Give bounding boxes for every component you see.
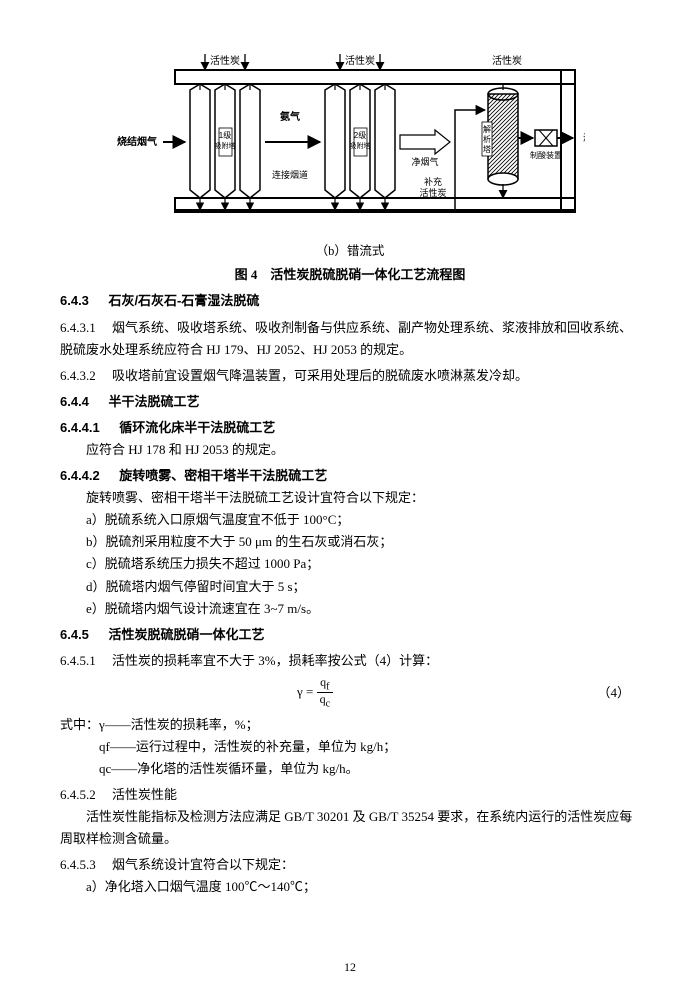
stage1-towers: 1级 吸附塔 xyxy=(190,84,260,198)
list-item: e）脱硫塔内烟气设计流速宜在 3~7 m/s。 xyxy=(86,598,640,620)
figure-sublabel: （b）错流式 xyxy=(60,241,640,262)
formula-explain-lead: 式中：γ——活性炭的损耗率，%； xyxy=(60,714,640,736)
stage2-towers: 2级 吸附塔 xyxy=(325,84,395,198)
sec-title: 循环流化床半干法脱硫工艺 xyxy=(119,420,275,435)
label-ammonia: 氨气 xyxy=(280,110,300,123)
list-item: a）脱硫系统入口原烟气温度宜不低于 100°C； xyxy=(86,509,640,531)
formula-explain-qf: qf——运行过程中，活性炭的补充量，单位为 kg/h； xyxy=(60,736,640,758)
formula-num-sub: f xyxy=(326,681,329,692)
sec-num: 6.4.4.1 xyxy=(60,420,100,435)
sec-num: 6.4.5.3 xyxy=(60,857,96,872)
section-6-4-5-3-a: a）净化塔入口烟气温度 100℃～140℃； xyxy=(60,876,640,898)
section-6-4-4: 6.4.4 半干法脱硫工艺 xyxy=(60,391,640,413)
label-carbon1: 活性炭 xyxy=(210,54,240,67)
label-acid-dev: 制酸装置 xyxy=(530,150,562,160)
svg-text:析: 析 xyxy=(483,134,491,144)
section-6-4-4-1: 6.4.4.1 循环流化床半干法脱硫工艺 xyxy=(60,417,640,439)
section-6-4-3: 6.4.3 石灰/石灰石-石膏湿法脱硫 xyxy=(60,290,640,312)
label-flue-conn: 连接烟道 xyxy=(272,169,308,180)
sec-title: 半干法脱硫工艺 xyxy=(108,394,199,409)
sec-title: 旋转喷雾、密相干塔半干法脱硫工艺 xyxy=(119,468,327,483)
list-item: d）脱硫塔内烟气停留时间宜大于 5 s； xyxy=(86,576,640,598)
sec-num: 6.4.3 xyxy=(60,293,89,308)
section-6-4-3-2: 6.4.3.2 吸收塔前宜设置烟气降温装置，可采用处理后的脱硫废水喷淋蒸发冷却。 xyxy=(60,365,640,387)
label-carbon3: 活性炭 xyxy=(492,54,522,67)
sec-num: 6.4.4.2 xyxy=(60,468,100,483)
sec-num: 6.4.3.1 xyxy=(60,320,96,335)
sec-lead: 烟气系统设计宜符合以下规定： xyxy=(112,857,294,872)
svg-text:1级: 1级 xyxy=(219,130,231,140)
list-item: b）脱硫剂采用粒度不大于 50 μm 的生石灰或消石灰； xyxy=(86,531,640,553)
page-number: 12 xyxy=(0,957,700,977)
label-makeup1: 补充 xyxy=(424,176,442,187)
formula-explain-qc: qc——净化塔的活性炭循环量，单位为 kg/h。 xyxy=(60,758,640,780)
section-6-4-4-2-lead: 旋转喷雾、密相干塔半干法脱硫工艺设计宜符合以下规定： xyxy=(60,487,640,509)
figure-4-diagram: 活性炭 活性炭 活性炭 烧结烟气 1级 吸附塔 xyxy=(60,50,640,237)
label-input: 烧结烟气 xyxy=(117,135,157,148)
formula-4: γ = qf qc （4） xyxy=(60,676,640,710)
svg-text:吸附塔: 吸附塔 xyxy=(215,141,236,150)
sec-num: 6.4.5 xyxy=(60,627,89,642)
section-6-4-5-2-text: 活性炭性能指标及检测方法应满足 GB/T 30201 及 GB/T 35254 … xyxy=(60,806,640,850)
label-clean: 净烟气 xyxy=(411,156,438,167)
section-6-4-3-1: 6.4.3.1 烟气系统、吸收塔系统、吸收剂制备与供应系统、副产物处理系统、浆液… xyxy=(60,317,640,361)
sec-title: 活性炭性能 xyxy=(112,787,177,802)
svg-text:2级: 2级 xyxy=(354,130,366,140)
formula-den-sub: c xyxy=(326,699,330,710)
figure-title: 图 4 活性炭脱硫脱硝一体化工艺流程图 xyxy=(60,264,640,286)
sec-text: 吸收塔前宜设置烟气降温装置，可采用处理后的脱硫废水喷淋蒸发冷却。 xyxy=(112,368,528,383)
formula-eqnum: （4） xyxy=(570,682,640,704)
sec-num: 6.4.5.1 xyxy=(60,653,96,668)
sec-title: 石灰/石灰石-石膏湿法脱硫 xyxy=(108,293,259,308)
section-6-4-5-2: 6.4.5.2 活性炭性能 xyxy=(60,784,640,806)
svg-text:解: 解 xyxy=(483,124,491,134)
formula-gamma: γ = xyxy=(297,684,313,699)
sec-num: 6.4.5.2 xyxy=(60,787,96,802)
label-acid-out: 浓硫酸 xyxy=(583,132,585,143)
label-carbon2: 活性炭 xyxy=(345,54,375,67)
sec-text: 烟气系统、吸收塔系统、吸收剂制备与供应系统、副产物处理系统、浆液排放和回收系统、… xyxy=(60,320,632,357)
flow-diagram-svg: 活性炭 活性炭 活性炭 烧结烟气 1级 吸附塔 xyxy=(115,50,585,230)
sec-title: 活性炭脱硫脱硝一体化工艺 xyxy=(108,627,264,642)
list-6-4-4-2: a）脱硫系统入口原烟气温度宜不低于 100°C； b）脱硫剂采用粒度不大于 50… xyxy=(60,509,640,619)
label-makeup2: 活性炭 xyxy=(419,187,446,198)
svg-text:塔: 塔 xyxy=(483,144,491,154)
sec-text: 活性炭的损耗率宜不大于 3%，损耗率按公式（4）计算： xyxy=(112,653,438,668)
section-6-4-5-3: 6.4.5.3 烟气系统设计宜符合以下规定： xyxy=(60,854,640,876)
sec-num: 6.4.3.2 xyxy=(60,368,96,383)
regen-tower: 解 析 塔 xyxy=(482,88,518,185)
section-6-4-5-1: 6.4.5.1 活性炭的损耗率宜不大于 3%，损耗率按公式（4）计算： xyxy=(60,650,640,672)
page: 活性炭 活性炭 活性炭 烧结烟气 1级 吸附塔 xyxy=(0,0,700,989)
section-6-4-5: 6.4.5 活性炭脱硫脱硝一体化工艺 xyxy=(60,624,640,646)
svg-text:吸附塔: 吸附塔 xyxy=(350,141,371,150)
sec-num: 6.4.4 xyxy=(60,394,89,409)
section-6-4-4-1-text: 应符合 HJ 178 和 HJ 2053 的规定。 xyxy=(60,439,640,461)
list-item: c）脱硫塔系统压力损失不超过 1000 Pa； xyxy=(86,553,640,575)
section-6-4-4-2: 6.4.4.2 旋转喷雾、密相干塔半干法脱硫工艺 xyxy=(60,465,640,487)
